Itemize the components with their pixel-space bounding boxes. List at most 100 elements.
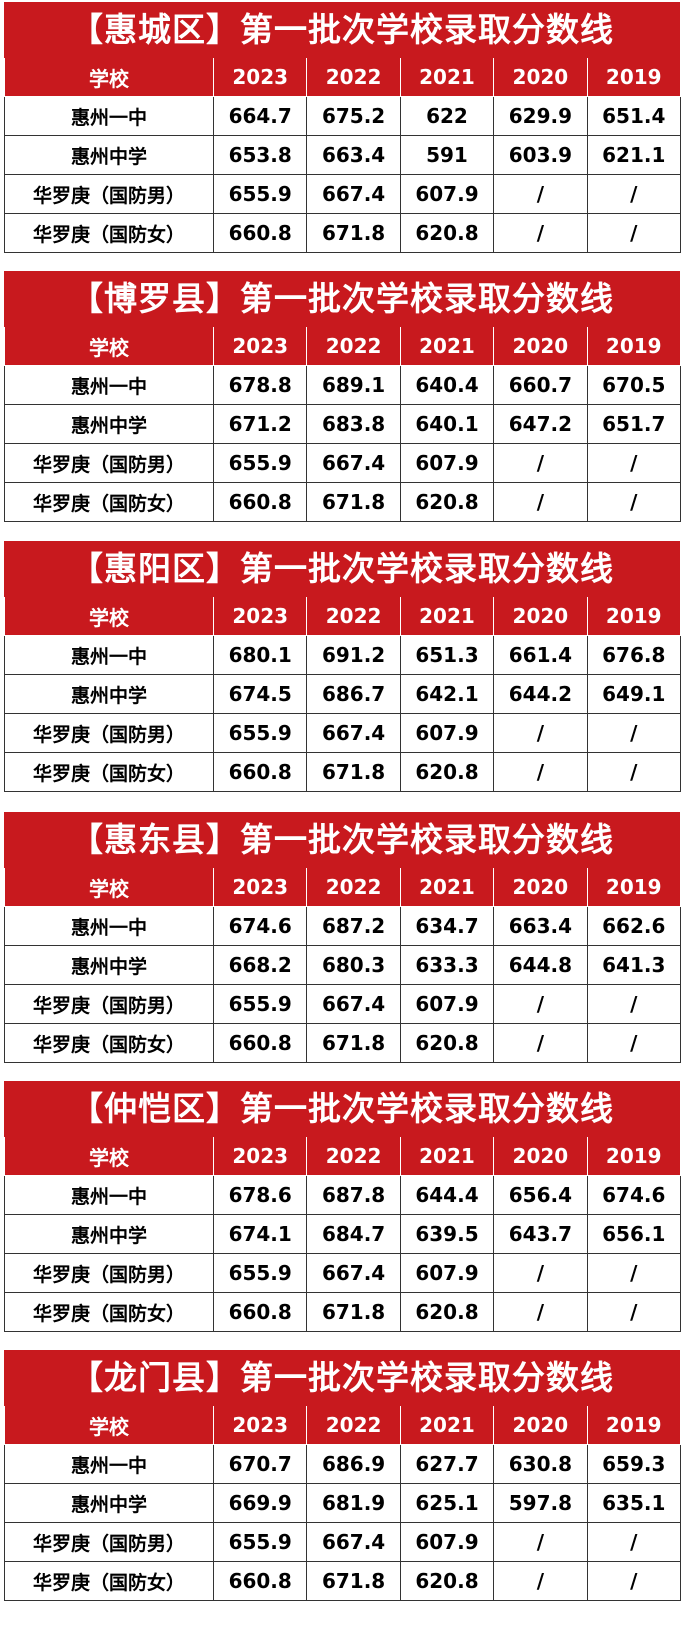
- table-row: 华罗庚（国防女） 660.8 671.8 620.8//: [4, 1292, 681, 1332]
- score-cell: 667.4: [306, 443, 401, 483]
- score-table-block: 【仲恺区】第一批次学校录取分数线 学校 2023 2022 2021 2020 2019 惠州…: [4, 1081, 681, 1332]
- score-cell: 678.8: [212, 365, 308, 405]
- score-cell: 630.8: [493, 1444, 588, 1484]
- school-name: 华罗庚（国防女）: [4, 1561, 214, 1601]
- score-table: 学校 2023 2022 2021 2020 2019 惠州一中 678.6 687.8 644.…: [4, 1137, 681, 1332]
- score-cell: 676.8: [586, 635, 681, 675]
- score-table-block: 【惠城区】第一批次学校录取分数线 学校 2023 2022 2021 2020 2019 惠州…: [4, 2, 681, 253]
- score-table: 学校 2023 2022 2021 2020 2019 惠州一中 678.8 689.1 640.…: [4, 327, 681, 522]
- score-cell: 660.8: [212, 1292, 308, 1332]
- score-cell: 620.8: [399, 482, 495, 522]
- score-cell: /: [493, 443, 588, 483]
- year-column-header: 2020: [493, 597, 588, 636]
- table-row: 华罗庚（国防女） 660.8 671.8 620.8//: [4, 213, 681, 253]
- school-name: 华罗庚（国防女）: [4, 482, 214, 522]
- score-cell: 660.8: [212, 1023, 308, 1063]
- score-cell: 671.8: [306, 752, 401, 792]
- score-cell: 674.6: [212, 906, 308, 946]
- score-cell: 670.7: [212, 1444, 308, 1484]
- year-column-header: 2023: [212, 868, 308, 907]
- year-column-header: 2022: [306, 1137, 401, 1176]
- score-cell: 627.7: [399, 1444, 495, 1484]
- score-cell: 620.8: [399, 213, 495, 253]
- score-cell: 639.5: [399, 1214, 495, 1254]
- score-cell: 651.3: [399, 635, 495, 675]
- score-cell: 684.7: [306, 1214, 401, 1254]
- score-cell: 680.1: [212, 635, 308, 675]
- score-cell: 686.9: [306, 1444, 401, 1484]
- score-cell: 651.7: [586, 404, 681, 444]
- table-row: 华罗庚（国防男） 655.9 667.4 607.9//: [4, 174, 681, 214]
- table-title: 【仲恺区】第一批次学校录取分数线: [4, 1081, 680, 1137]
- table-row: 惠州中学 671.2 683.8 640.1 647.2 651.7: [4, 404, 681, 444]
- score-cell: 671.8: [306, 1561, 401, 1601]
- score-cell: 607.9: [399, 174, 495, 214]
- year-column-header: 2020: [493, 1137, 588, 1176]
- table-row: 华罗庚（国防男） 655.9 667.4 607.9//: [4, 713, 681, 753]
- table-title: 【博罗县】第一批次学校录取分数线: [4, 271, 680, 327]
- year-column-header: 2021: [399, 1137, 495, 1176]
- score-table: 学校 2023 2022 2021 2020 2019 惠州一中 670.7 686.9 627.…: [4, 1406, 681, 1601]
- score-cell: 662.6: [586, 906, 681, 946]
- school-name: 惠州一中: [4, 906, 214, 946]
- school-name: 华罗庚（国防女）: [4, 752, 214, 792]
- score-cell: 675.2: [306, 96, 401, 136]
- score-table-block: 【惠阳区】第一批次学校录取分数线 学校 2023 2022 2021 2020 2019 惠州…: [4, 541, 681, 792]
- score-cell: 671.2: [212, 404, 308, 444]
- score-cell: 644.8: [493, 945, 588, 985]
- score-cell: 597.8: [493, 1483, 588, 1523]
- score-cell: 689.1: [306, 365, 401, 405]
- score-cell: /: [493, 1561, 588, 1601]
- score-cell: 680.3: [306, 945, 401, 985]
- table-row: 华罗庚（国防女） 660.8 671.8 620.8//: [4, 752, 681, 792]
- score-table: 学校 2023 2022 2021 2020 2019 惠州一中 674.6 687.2 634.…: [4, 868, 681, 1063]
- school-name: 华罗庚（国防男）: [4, 174, 214, 214]
- score-cell: /: [493, 752, 588, 792]
- year-column-header: 2021: [399, 58, 495, 97]
- table-title: 【惠城区】第一批次学校录取分数线: [4, 2, 680, 58]
- score-cell: 649.1: [586, 674, 681, 714]
- score-cell: 641.3: [586, 945, 681, 985]
- score-cell: 603.9: [493, 135, 588, 175]
- score-table: 学校 2023 2022 2021 2020 2019 惠州一中 664.7 675.2 622 6…: [4, 58, 681, 253]
- score-cell: 687.8: [306, 1175, 401, 1215]
- year-column-header: 2019: [586, 868, 681, 907]
- score-cell: 622: [399, 96, 495, 136]
- table-title: 【惠阳区】第一批次学校录取分数线: [4, 541, 680, 597]
- score-cell: 674.1: [212, 1214, 308, 1254]
- header-row: 学校 2023 2022 2021 2020 2019: [4, 1137, 681, 1176]
- school-name: 华罗庚（国防女）: [4, 213, 214, 253]
- score-cell: 686.7: [306, 674, 401, 714]
- table-row: 惠州中学 668.2 680.3 633.3 644.8 641.3: [4, 945, 681, 985]
- score-cell: /: [493, 1292, 588, 1332]
- score-cell: 635.1: [586, 1483, 681, 1523]
- school-name: 惠州一中: [4, 1175, 214, 1215]
- table-row: 惠州一中 674.6 687.2 634.7 663.4 662.6: [4, 906, 681, 946]
- school-name: 惠州中学: [4, 674, 214, 714]
- score-table: 学校 2023 2022 2021 2020 2019 惠州一中 680.1 691.2 651.…: [4, 597, 681, 792]
- year-column-header: 2019: [586, 327, 681, 366]
- school-name: 惠州中学: [4, 1214, 214, 1254]
- year-column-header: 2021: [399, 1406, 495, 1445]
- header-row: 学校 2023 2022 2021 2020 2019: [4, 327, 681, 366]
- school-column-header: 学校: [4, 868, 214, 907]
- school-name: 华罗庚（国防男）: [4, 984, 214, 1024]
- score-cell: 663.4: [493, 906, 588, 946]
- score-cell: 607.9: [399, 1522, 495, 1562]
- score-cell: 642.1: [399, 674, 495, 714]
- score-cell: /: [493, 213, 588, 253]
- score-cell: 667.4: [306, 1253, 401, 1293]
- score-cell: /: [586, 1023, 681, 1063]
- year-column-header: 2022: [306, 597, 401, 636]
- score-cell: /: [493, 984, 588, 1024]
- school-name: 华罗庚（国防男）: [4, 713, 214, 753]
- score-cell: 667.4: [306, 713, 401, 753]
- table-row: 华罗庚（国防女） 660.8 671.8 620.8//: [4, 482, 681, 522]
- year-column-header: 2019: [586, 1406, 681, 1445]
- school-name: 惠州一中: [4, 365, 214, 405]
- school-name: 惠州一中: [4, 96, 214, 136]
- score-cell: /: [586, 713, 681, 753]
- year-column-header: 2022: [306, 868, 401, 907]
- score-cell: /: [493, 1023, 588, 1063]
- table-row: 惠州中学 653.8 663.4 591 603.9 621.1: [4, 135, 681, 175]
